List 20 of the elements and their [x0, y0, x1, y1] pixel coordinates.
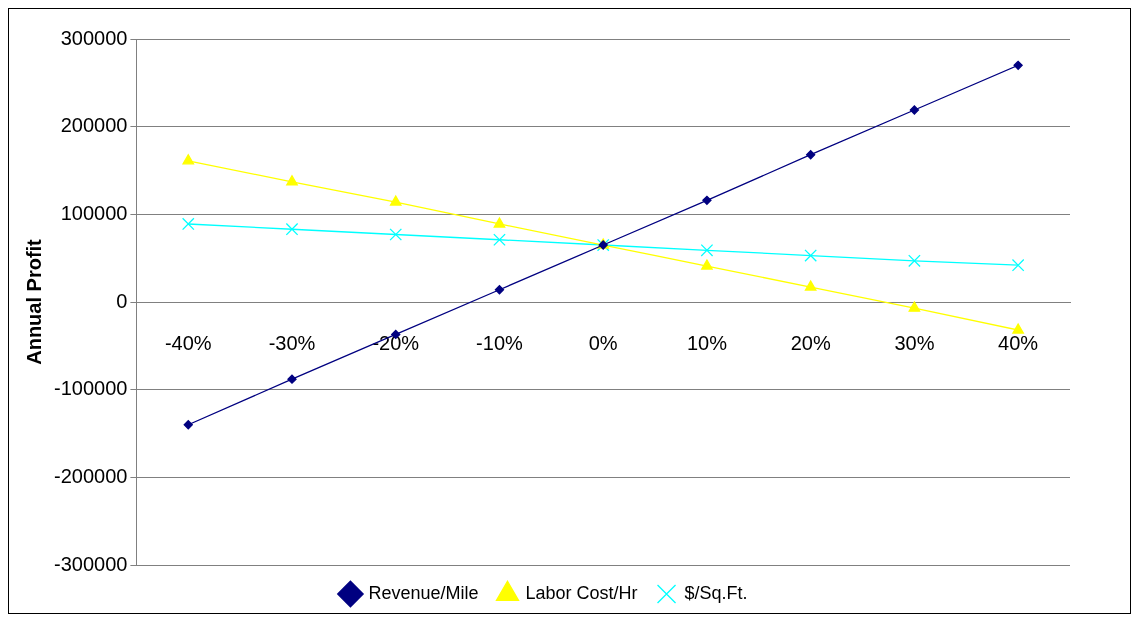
- x-tick-label: -30%: [268, 331, 316, 354]
- x-tick-label: 0%: [588, 331, 618, 354]
- y-tick-label: 0: [116, 289, 128, 312]
- y-tick-label: 300000: [60, 26, 128, 49]
- x-tick-label: -20%: [372, 331, 420, 354]
- y-tick-label: 200000: [60, 114, 128, 137]
- legend-label: $/Sq.Ft.: [684, 582, 748, 603]
- legend-label: Revenue/Mile: [368, 582, 479, 603]
- x-tick-label: 20%: [790, 331, 831, 354]
- x-tick-label: 10%: [686, 331, 728, 354]
- legend-label: Labor Cost/Hr: [525, 582, 638, 603]
- y-tick-label: -200000: [53, 464, 128, 487]
- y-tick-label: -300000: [53, 552, 128, 575]
- y-tick-label: -100000: [53, 377, 128, 400]
- y-tick-label: 100000: [60, 201, 128, 224]
- x-tick-label: -10%: [476, 331, 524, 354]
- x-tick-label: 40%: [998, 331, 1039, 354]
- x-tick-label: 30%: [894, 331, 935, 354]
- y-axis-title: Annual Profit: [22, 238, 45, 365]
- x-tick-label: -40%: [164, 331, 212, 354]
